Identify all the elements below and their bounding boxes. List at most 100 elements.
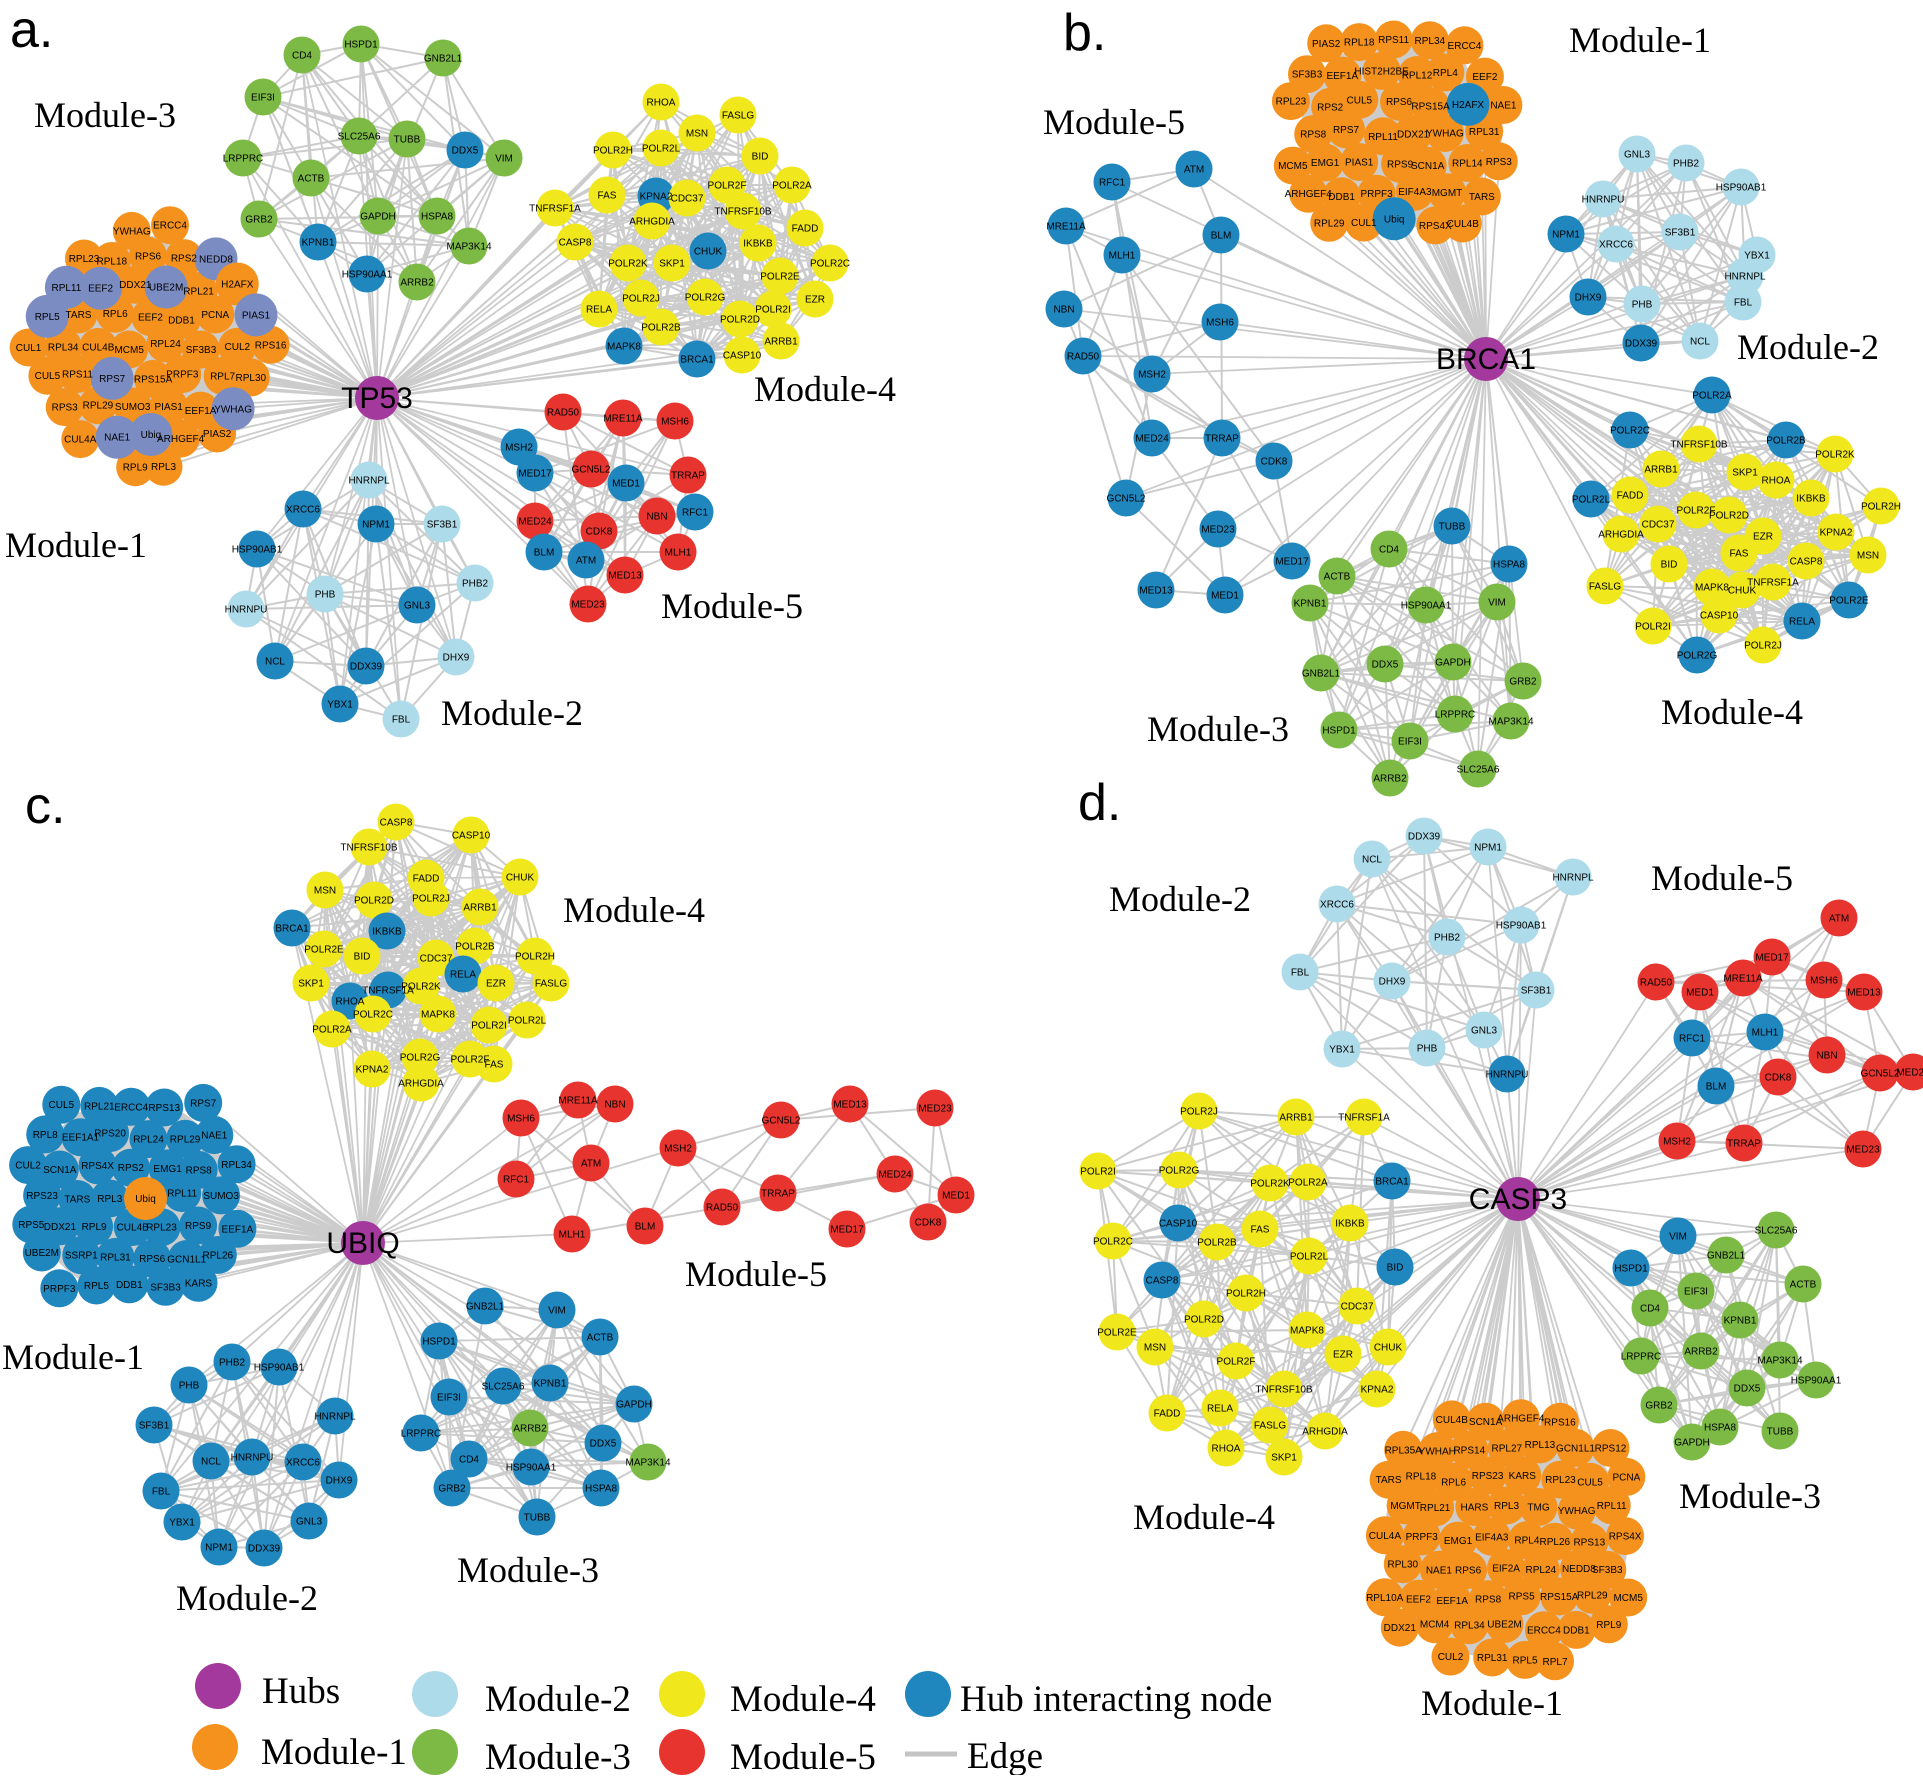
svg-text:GNL3: GNL3 bbox=[1471, 1026, 1498, 1037]
svg-text:PHB2: PHB2 bbox=[219, 1358, 246, 1369]
svg-text:RPS8: RPS8 bbox=[1475, 1595, 1502, 1606]
svg-text:POLR2K: POLR2K bbox=[1250, 1179, 1290, 1190]
svg-text:RPL30: RPL30 bbox=[1388, 1560, 1419, 1571]
svg-text:RPL7: RPL7 bbox=[210, 371, 235, 382]
svg-text:Module-5: Module-5 bbox=[1043, 102, 1185, 142]
svg-text:DDX5: DDX5 bbox=[1734, 1384, 1761, 1395]
svg-text:CDK8: CDK8 bbox=[1261, 457, 1288, 468]
svg-text:HSPA8: HSPA8 bbox=[1704, 1423, 1736, 1434]
svg-text:RHOA: RHOA bbox=[1762, 476, 1791, 487]
svg-text:BRCA1: BRCA1 bbox=[1436, 343, 1536, 376]
svg-text:SLC25A6: SLC25A6 bbox=[338, 132, 381, 143]
svg-text:POLR2J: POLR2J bbox=[622, 294, 660, 305]
svg-text:CASP8: CASP8 bbox=[1146, 1276, 1179, 1287]
svg-text:POLR2C: POLR2C bbox=[353, 1010, 393, 1021]
svg-text:POLR2J: POLR2J bbox=[1744, 641, 1782, 652]
svg-text:GNB2L1: GNB2L1 bbox=[1302, 669, 1341, 680]
svg-text:MED13: MED13 bbox=[1847, 988, 1881, 999]
svg-text:Module-4: Module-4 bbox=[1661, 692, 1803, 732]
svg-text:GCN5L2: GCN5L2 bbox=[762, 1116, 801, 1127]
svg-text:POLR2H: POLR2H bbox=[1861, 502, 1901, 513]
svg-text:RPS6: RPS6 bbox=[1386, 97, 1413, 108]
svg-text:RPS13: RPS13 bbox=[1573, 1537, 1605, 1548]
svg-text:RPS5: RPS5 bbox=[1509, 1592, 1536, 1603]
svg-text:Ubiq: Ubiq bbox=[135, 1194, 156, 1205]
svg-text:KPNB1: KPNB1 bbox=[534, 1379, 567, 1390]
svg-text:ARHGDIA: ARHGDIA bbox=[629, 217, 675, 228]
svg-text:HSP90AB1: HSP90AB1 bbox=[254, 1363, 305, 1374]
svg-text:RPL29: RPL29 bbox=[83, 401, 114, 412]
svg-text:RPL14: RPL14 bbox=[1452, 159, 1483, 170]
svg-text:VIM: VIM bbox=[548, 1306, 566, 1317]
svg-text:YBX1: YBX1 bbox=[1744, 251, 1770, 262]
svg-text:POLR2B: POLR2B bbox=[455, 942, 495, 953]
svg-text:BID: BID bbox=[354, 952, 371, 963]
svg-text:NCL: NCL bbox=[201, 1457, 221, 1468]
svg-text:CASP8: CASP8 bbox=[1790, 557, 1823, 568]
svg-text:RPL3: RPL3 bbox=[1494, 1501, 1519, 1512]
svg-text:EIF3I: EIF3I bbox=[1398, 737, 1422, 748]
svg-text:BID: BID bbox=[752, 152, 769, 163]
svg-text:KPNB1: KPNB1 bbox=[302, 238, 335, 249]
svg-text:HSP90AA1: HSP90AA1 bbox=[1791, 1376, 1842, 1387]
svg-text:MSH2: MSH2 bbox=[664, 1144, 692, 1155]
svg-text:ACTB: ACTB bbox=[1324, 572, 1351, 583]
svg-text:FASLG: FASLG bbox=[1254, 1421, 1286, 1432]
svg-text:GAPDH: GAPDH bbox=[616, 1400, 652, 1411]
svg-text:TNFRSF10B: TNFRSF10B bbox=[714, 207, 772, 218]
svg-text:RPS20: RPS20 bbox=[94, 1129, 126, 1140]
svg-text:MRE11A: MRE11A bbox=[1723, 974, 1763, 985]
svg-text:MED24: MED24 bbox=[1896, 1068, 1923, 1079]
svg-text:RPL24: RPL24 bbox=[133, 1135, 164, 1146]
svg-text:RPL4: RPL4 bbox=[1514, 1536, 1539, 1547]
svg-text:SF3B1: SF3B1 bbox=[1521, 986, 1552, 997]
svg-text:FADD: FADD bbox=[792, 224, 819, 235]
svg-text:RPL9: RPL9 bbox=[123, 463, 148, 474]
svg-text:RPL9: RPL9 bbox=[1596, 1620, 1621, 1631]
svg-text:ARRB1: ARRB1 bbox=[764, 337, 798, 348]
svg-text:GRB2: GRB2 bbox=[1509, 677, 1537, 688]
svg-text:PHB2: PHB2 bbox=[1434, 933, 1461, 944]
svg-text:CDC37: CDC37 bbox=[420, 954, 453, 965]
svg-text:LRPPRC: LRPPRC bbox=[401, 1429, 442, 1440]
svg-text:MAP3K14: MAP3K14 bbox=[446, 242, 491, 253]
svg-text:DHX9: DHX9 bbox=[1575, 293, 1602, 304]
svg-text:CUL5: CUL5 bbox=[1347, 95, 1373, 106]
svg-text:MAP3K14: MAP3K14 bbox=[1757, 1356, 1802, 1367]
svg-text:VIM: VIM bbox=[1488, 598, 1506, 609]
svg-text:MSH2: MSH2 bbox=[1138, 370, 1166, 381]
svg-text:CASP10: CASP10 bbox=[1159, 1219, 1198, 1230]
svg-text:NEDD8: NEDD8 bbox=[199, 254, 233, 265]
svg-text:RPL31: RPL31 bbox=[100, 1252, 131, 1263]
svg-text:DDX21: DDX21 bbox=[44, 1222, 77, 1233]
svg-text:RPL11: RPL11 bbox=[1597, 1501, 1627, 1512]
svg-text:DDX39: DDX39 bbox=[350, 662, 383, 673]
svg-text:HNRNPU: HNRNPU bbox=[1582, 195, 1625, 206]
svg-text:KPNB1: KPNB1 bbox=[1294, 599, 1327, 610]
svg-text:EEF1A: EEF1A bbox=[222, 1224, 254, 1235]
svg-text:KPNA2: KPNA2 bbox=[640, 192, 673, 203]
svg-text:GNB2L1: GNB2L1 bbox=[424, 54, 463, 65]
svg-text:RPL29: RPL29 bbox=[1314, 218, 1345, 229]
svg-text:MED1: MED1 bbox=[612, 479, 640, 490]
svg-text:POLR2A: POLR2A bbox=[1692, 391, 1732, 402]
svg-text:EZR: EZR bbox=[1753, 532, 1773, 543]
svg-text:RPL13: RPL13 bbox=[1525, 1440, 1556, 1451]
svg-text:CASP10: CASP10 bbox=[723, 351, 762, 362]
svg-text:RPS15A: RPS15A bbox=[1411, 102, 1450, 113]
svg-text:ERCC4: ERCC4 bbox=[114, 1102, 148, 1113]
svg-text:HNRNPU: HNRNPU bbox=[1486, 1070, 1529, 1081]
svg-text:CUL1: CUL1 bbox=[1351, 218, 1377, 229]
svg-text:PHB2: PHB2 bbox=[462, 579, 489, 590]
svg-text:MSH2: MSH2 bbox=[505, 443, 533, 454]
svg-text:TARS: TARS bbox=[1376, 1475, 1402, 1486]
svg-text:CD4: CD4 bbox=[459, 1455, 479, 1466]
svg-text:RPL21: RPL21 bbox=[1420, 1503, 1451, 1514]
svg-text:TNFRSF10B: TNFRSF10B bbox=[340, 843, 398, 854]
svg-text:NCL: NCL bbox=[265, 657, 285, 668]
svg-text:PRPF3: PRPF3 bbox=[1406, 1532, 1439, 1543]
svg-text:CUL2: CUL2 bbox=[225, 342, 251, 353]
svg-text:CD4: CD4 bbox=[292, 51, 312, 62]
svg-text:YWHAG: YWHAG bbox=[1558, 1506, 1596, 1517]
svg-text:Module-5: Module-5 bbox=[661, 586, 803, 626]
